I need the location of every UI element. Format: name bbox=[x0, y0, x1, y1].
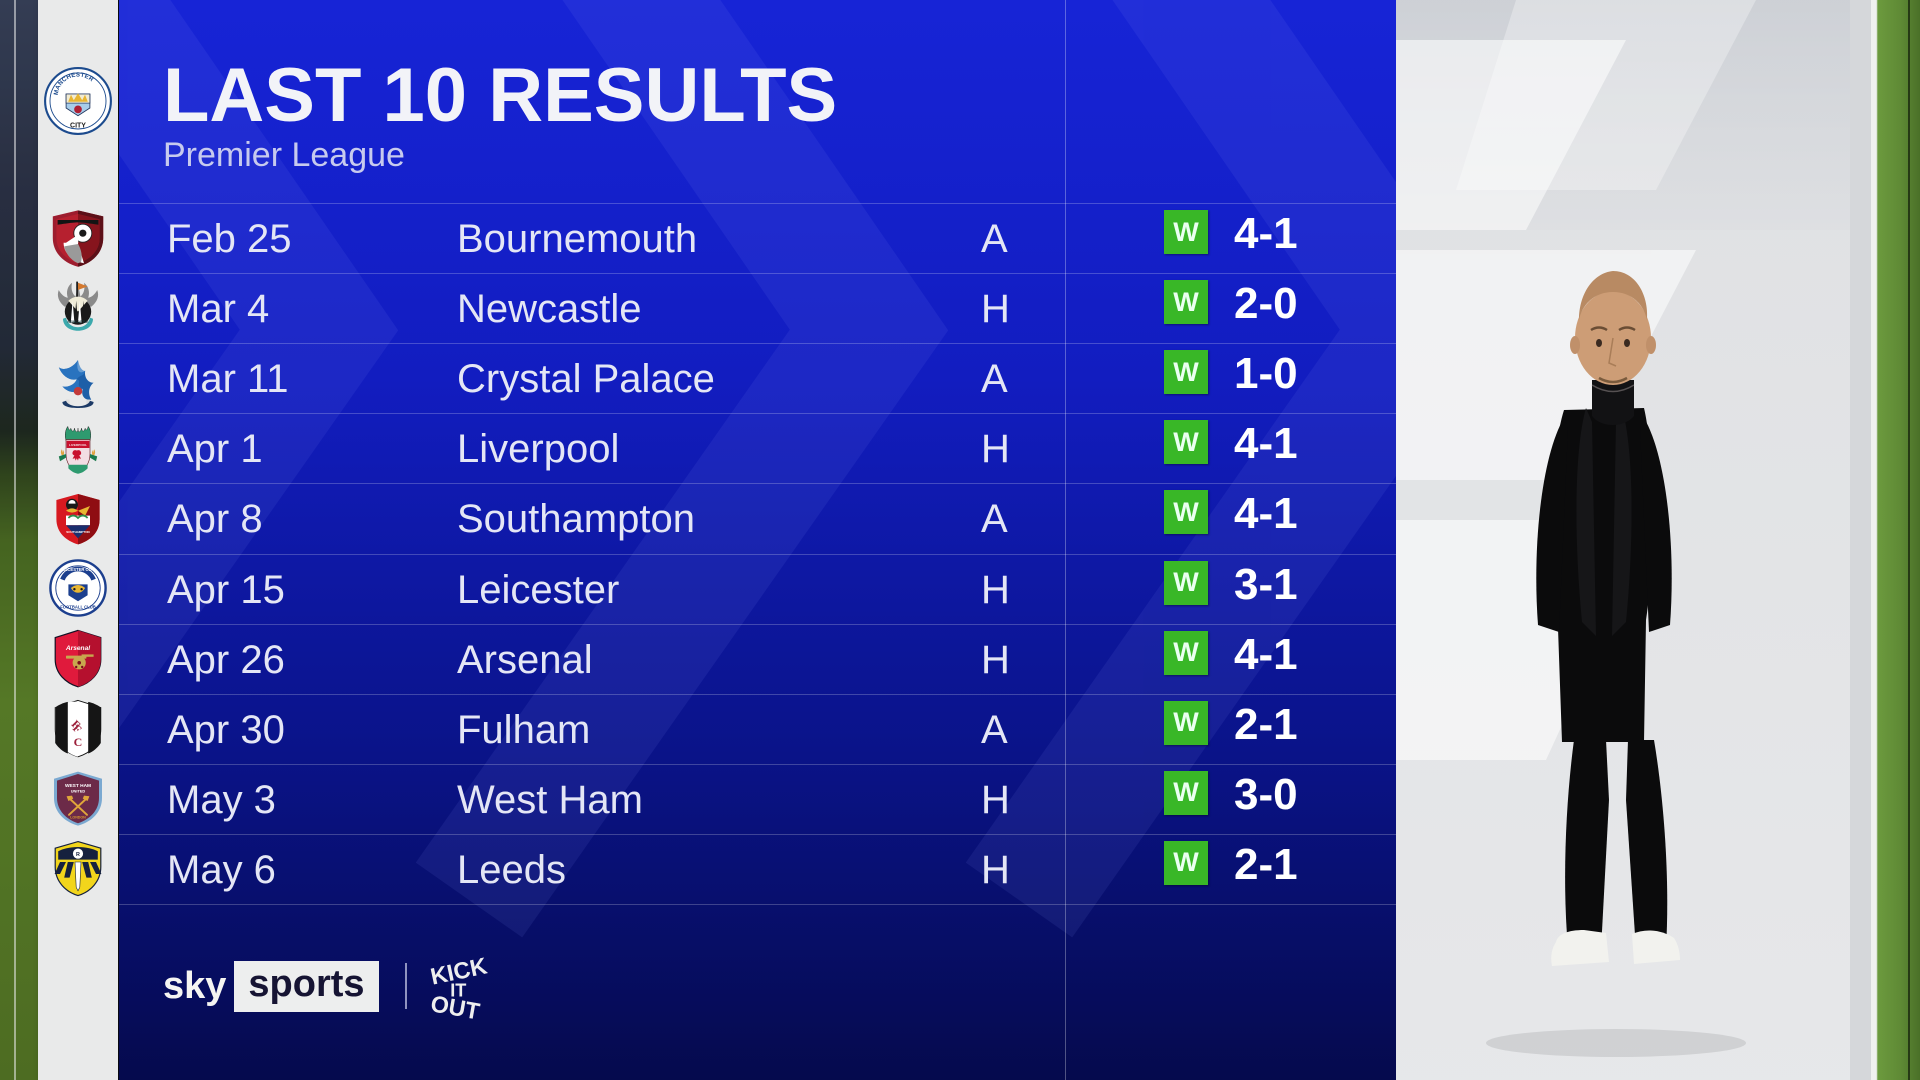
svg-text:C: C bbox=[74, 735, 83, 749]
svg-text:LIVERPOOL: LIVERPOOL bbox=[69, 443, 87, 447]
svg-text:NEWCASTLE: NEWCASTLE bbox=[68, 320, 90, 324]
svg-text:LEICESTER CITY: LEICESTER CITY bbox=[61, 567, 95, 572]
svg-text:R: R bbox=[76, 852, 80, 858]
svg-text:Arsenal: Arsenal bbox=[65, 645, 90, 652]
svg-text:UNITED: UNITED bbox=[71, 789, 86, 794]
svg-text:FOOTBALL CLUB: FOOTBALL CLUB bbox=[60, 604, 96, 609]
svg-text:CITY: CITY bbox=[70, 123, 86, 130]
svg-text:SOUTHAMPTON: SOUTHAMPTON bbox=[66, 530, 89, 534]
svg-text:LONDON: LONDON bbox=[70, 815, 86, 819]
